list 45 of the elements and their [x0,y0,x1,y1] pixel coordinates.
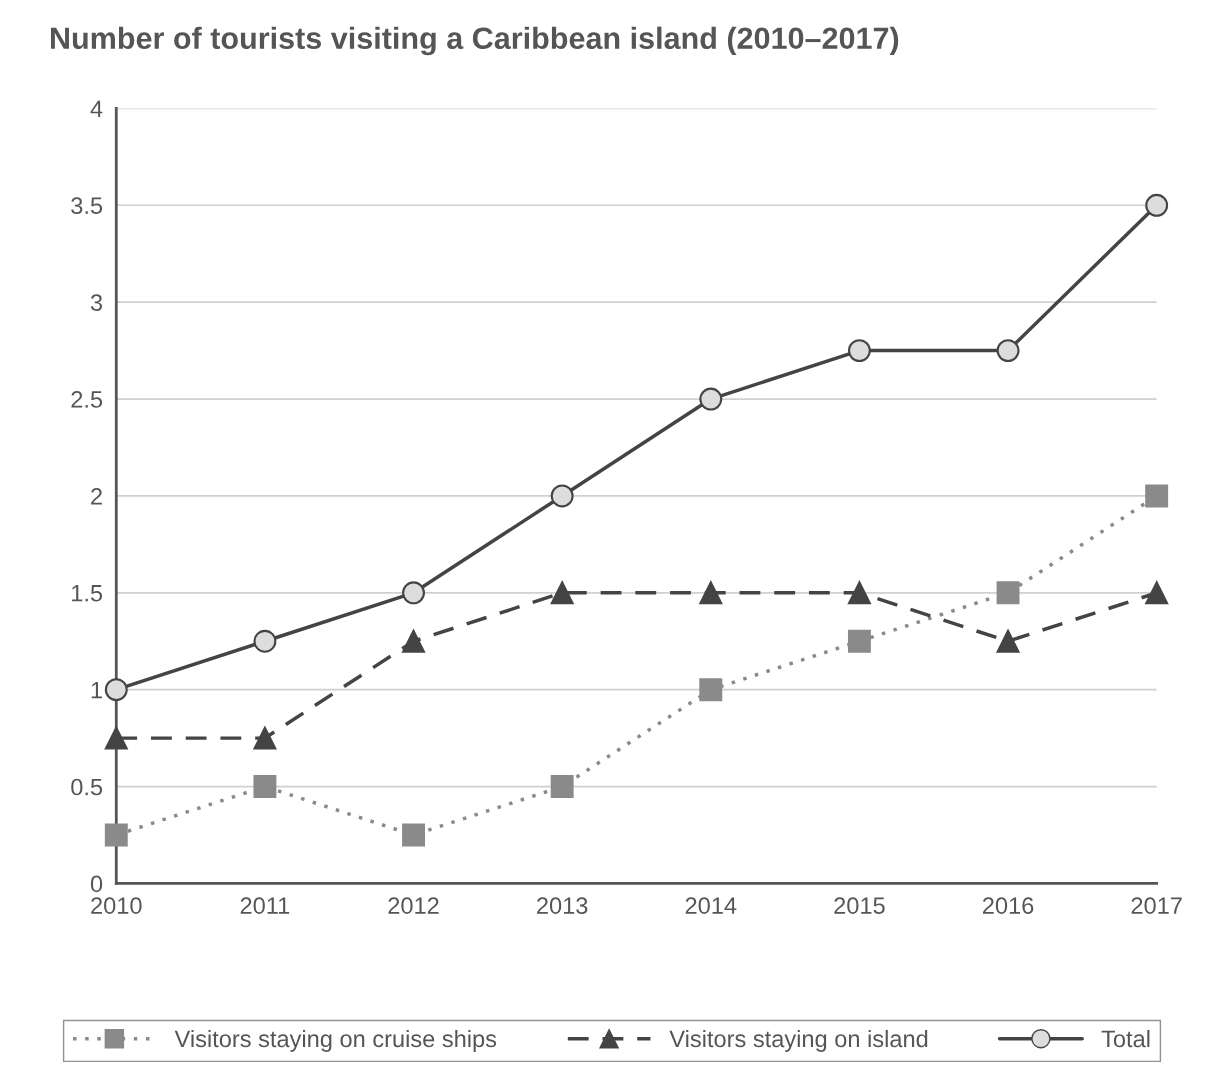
point [699,678,723,702]
legend-label: Total [1101,1029,1150,1048]
y-tick-label: 1.5 [72,585,103,602]
x-tick-label: 2017 [1131,897,1182,914]
y-tick-label: 1 [91,682,102,699]
point [699,387,723,411]
y-tick-label: 2.5 [71,391,103,408]
point [402,629,425,653]
point [550,484,574,508]
x-tick-label: 2011 [240,897,290,914]
x-tick-label: 2014 [685,897,737,914]
point [104,726,128,750]
x-tick-label: 2015 [834,897,885,914]
point [996,581,1020,605]
point [550,581,574,605]
y-tick-label: 2 [91,488,102,505]
point [253,629,277,653]
legend-label: Visitors staying on island [669,1029,928,1052]
x-tick-label: 2013 [537,897,588,914]
x-tick-label: 2012 [388,897,439,914]
point [402,581,425,605]
point [253,726,277,750]
point [847,339,871,363]
point [104,678,128,702]
point [104,823,128,847]
y-tick-label: 3 [90,294,103,311]
y-tick-label: 3.5 [71,197,103,215]
point [847,581,871,605]
point [699,581,723,605]
point [1145,581,1169,605]
x-tick-label: 2016 [982,897,1034,914]
point [1145,484,1169,508]
point [402,823,425,847]
legend-label: Visitors staying on cruise ships [174,1029,497,1052]
y-tick-label: 4 [90,100,103,117]
y-tick-label: 0.5 [71,778,103,796]
chart-title: Number of tourists visiting a Caribbean island (2010–2017) [51,26,899,56]
point [1145,193,1169,217]
point [847,629,871,653]
point [550,775,574,799]
point [996,629,1020,653]
y-tick-label: 0 [90,875,103,893]
point [996,339,1020,363]
point [253,775,277,799]
x-tick-label: 2010 [91,897,142,914]
